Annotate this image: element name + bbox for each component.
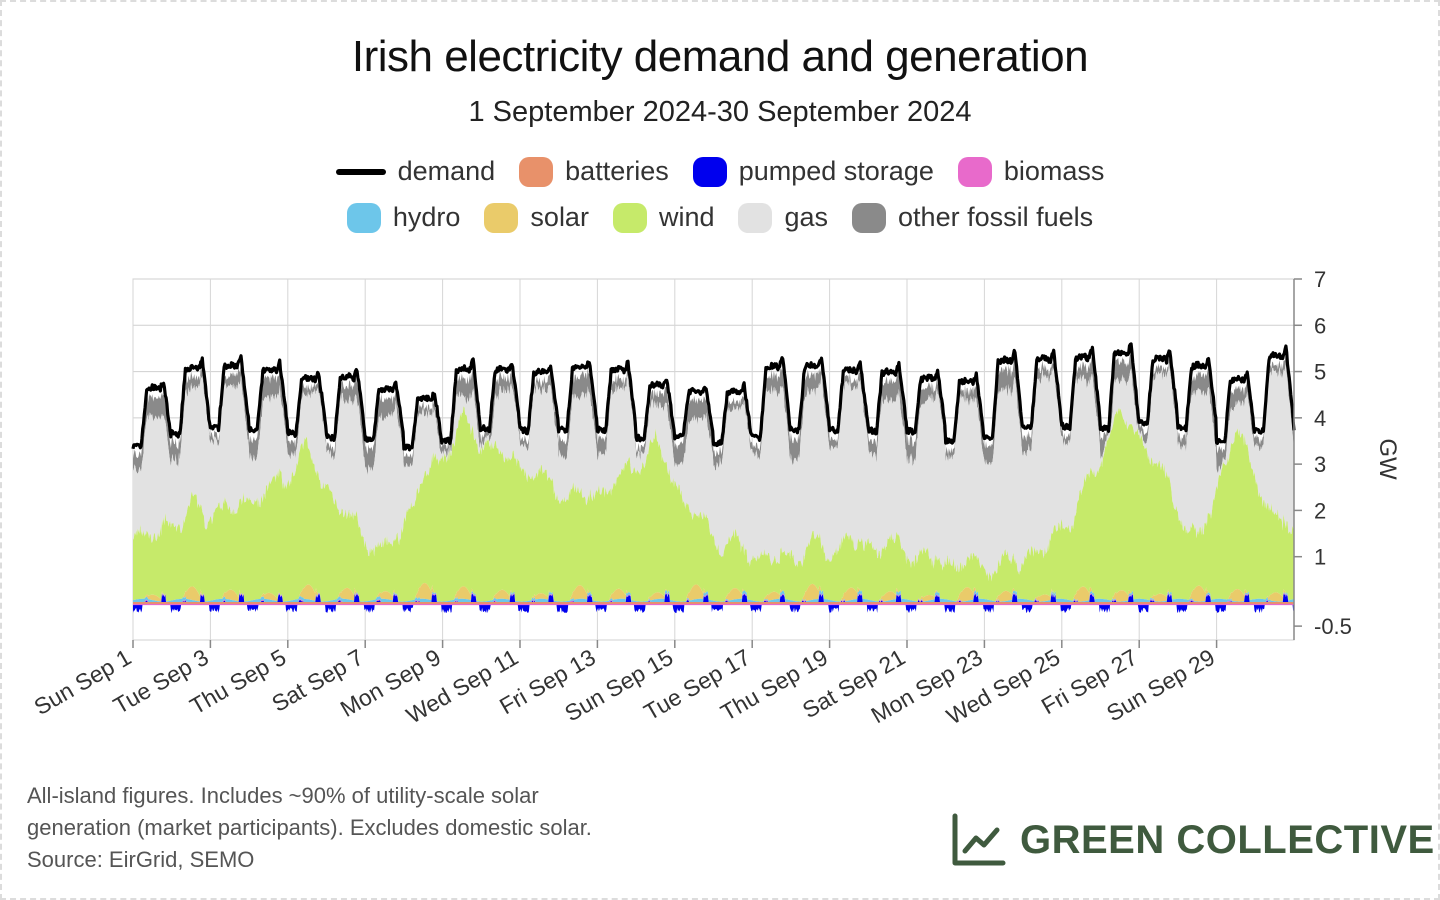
legend-swatch-batteries <box>519 156 554 187</box>
legend-item-pumped-storage[interactable]: pumped storage <box>692 156 934 187</box>
legend-label: gas <box>784 202 829 232</box>
y-tick-label: 5 <box>1314 360 1326 385</box>
legend-swatch-wind <box>612 202 647 233</box>
series-lines <box>131 342 1296 452</box>
legend-item-gas[interactable]: gas <box>738 202 828 233</box>
y-tick-label: 2 <box>1314 498 1326 523</box>
legend-row: hydro solar wind gas other fossil fuels <box>0 202 1440 233</box>
legend-label: other fossil fuels <box>898 202 1094 232</box>
legend-item-demand[interactable]: demand <box>335 156 496 187</box>
chart-subtitle: 1 September 2024-30 September 2024 <box>468 96 972 128</box>
legend-row: demand batteries pumped storage biomass <box>0 156 1440 187</box>
y-tick-label: 3 <box>1314 452 1326 477</box>
legend-label: wind <box>658 202 715 232</box>
line-demand <box>131 342 1296 452</box>
legend-item-batteries[interactable]: batteries <box>519 156 669 187</box>
footnote-line: All-island figures. Includes ~90% of uti… <box>27 783 539 808</box>
legend-label: batteries <box>565 156 669 186</box>
legend-swatch-hydro <box>346 202 381 233</box>
legend-swatch-biomass <box>957 156 992 187</box>
area-gas <box>133 361 1294 582</box>
legend-label: biomass <box>1003 156 1105 186</box>
legend-label: demand <box>397 156 496 186</box>
footnote-source: Source: EirGrid, SEMO <box>27 847 255 872</box>
y-axis-label: GW <box>1374 438 1401 480</box>
legend-label: hydro <box>392 202 461 232</box>
y-tick-label: -0.5 <box>1314 614 1352 639</box>
y-tick-label: 4 <box>1314 406 1326 431</box>
brand-logo[interactable]: GREEN COLLECTIVE <box>950 812 1435 868</box>
y-tick-label: 1 <box>1314 545 1326 570</box>
legend-item-solar[interactable]: solar <box>484 202 589 233</box>
y-tick-label: 7 <box>1314 267 1326 292</box>
legend-label: solar <box>530 202 589 232</box>
area-wind <box>133 406 1294 602</box>
legend-item-wind[interactable]: wind <box>612 202 715 233</box>
legend-item-hydro[interactable]: hydro <box>346 202 461 233</box>
legend-item-biomass[interactable]: biomass <box>957 156 1105 187</box>
area-solar <box>133 583 1294 602</box>
series-areas <box>133 352 1294 614</box>
legend-swatch-other-fossil-fuels <box>852 202 887 233</box>
area-hydro <box>133 589 1294 602</box>
legend-swatch-pumped-storage <box>692 156 727 187</box>
legend-swatch-gas <box>738 202 773 233</box>
y-tick-label: 6 <box>1314 313 1326 338</box>
chart-title: Irish electricity demand and generation <box>351 32 1089 81</box>
legend-swatch-demand <box>335 168 386 175</box>
footnote: All-island figures. Includes ~90% of uti… <box>27 780 592 876</box>
brand-name: GREEN COLLECTIVE <box>1020 817 1435 862</box>
legend-label: pumped storage <box>738 156 934 186</box>
legend-swatch-solar <box>484 202 519 233</box>
footnote-line: generation (market participants). Exclud… <box>27 815 592 840</box>
legend-item-other-fossil-fuels[interactable]: other fossil fuels <box>852 202 1093 233</box>
line-chart-icon <box>952 813 1006 866</box>
area-other-fossil-fuels <box>133 352 1294 477</box>
area-pumped-storage-charging <box>133 603 1294 614</box>
